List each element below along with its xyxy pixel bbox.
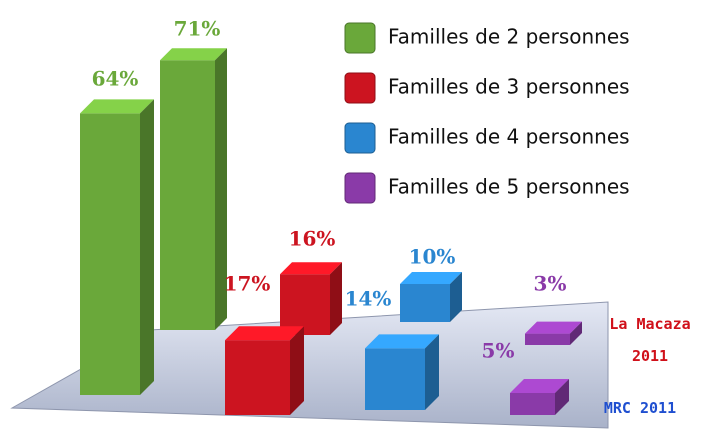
bar-front: [400, 284, 450, 322]
data-label: 14%: [345, 287, 392, 311]
row-label: La Macaza 2011: [609, 315, 691, 365]
bar: [160, 48, 227, 330]
data-label: 3%: [534, 272, 567, 296]
bar-top: [365, 334, 439, 349]
bar-side: [140, 99, 154, 396]
bar-side: [425, 334, 439, 410]
data-label: 71%: [174, 17, 221, 41]
bar: [225, 326, 304, 415]
bar-top: [280, 262, 342, 275]
bar-side: [330, 262, 342, 335]
data-label: 64%: [92, 67, 139, 91]
bar: [400, 272, 462, 322]
row-label: MRC 2011: [603, 399, 677, 417]
bar-front: [525, 333, 570, 345]
legend-swatch: [344, 172, 376, 204]
bar-front: [510, 393, 555, 415]
legend-label: Familles de 2 personnes: [388, 25, 630, 49]
bar-front: [160, 60, 215, 330]
bar-top: [160, 48, 227, 61]
bar: [80, 99, 154, 396]
bar-side: [555, 379, 569, 415]
bar: [280, 262, 342, 335]
bar-top: [525, 321, 582, 334]
bar-top: [400, 272, 462, 284]
bar-front: [225, 340, 290, 415]
bar: [510, 379, 569, 415]
bar-top: [80, 99, 154, 114]
bar-front: [80, 113, 140, 396]
bar-side: [290, 326, 304, 415]
bar-front: [280, 274, 330, 335]
bar: [365, 334, 439, 410]
legend-label: Familles de 3 personnes: [388, 75, 630, 99]
legend-label: Familles de 5 personnes: [388, 175, 630, 199]
data-label: 10%: [409, 245, 456, 269]
bar-side: [570, 321, 582, 345]
legend-label: Familles de 4 personnes: [388, 125, 630, 149]
bar-side: [215, 48, 227, 330]
bar: [525, 321, 582, 345]
data-label: 5%: [482, 339, 515, 363]
legend-swatch: [344, 72, 376, 104]
data-label: 16%: [289, 227, 336, 251]
legend-swatch: [344, 122, 376, 154]
bar-top: [225, 326, 304, 341]
bar-front: [365, 348, 425, 410]
data-label: 17%: [224, 272, 271, 296]
bar-top: [510, 379, 569, 393]
legend-swatch: [344, 22, 376, 54]
bar-side: [450, 272, 462, 322]
